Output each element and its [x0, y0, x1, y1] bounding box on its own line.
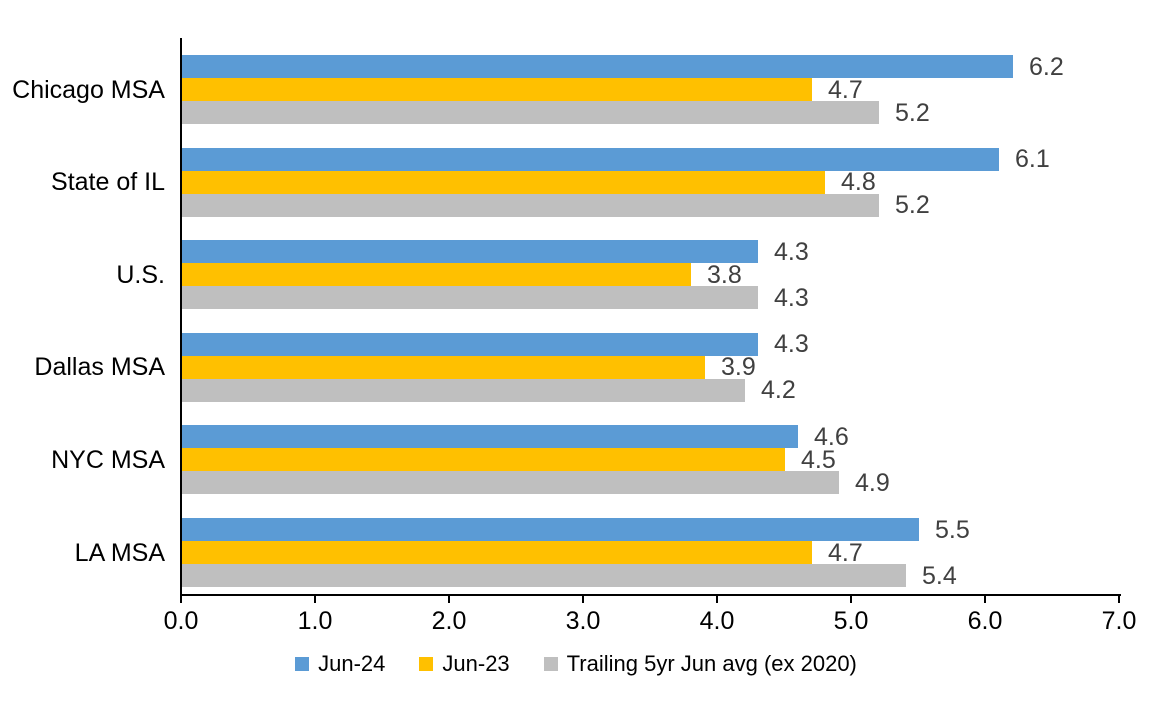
data-label: 5.5 [935, 516, 970, 544]
x-axis-tick [180, 596, 182, 603]
bar-jun-23 [182, 78, 812, 101]
legend-item: Trailing 5yr Jun avg (ex 2020) [543, 651, 857, 677]
x-axis-tick [582, 596, 584, 603]
bar-jun-23 [182, 356, 705, 379]
bar-jun-24 [182, 148, 999, 171]
category-label: NYC MSA [51, 446, 165, 474]
bar-trailing-5yr-jun-avg-ex-2020- [182, 286, 758, 309]
bar-jun-23 [182, 541, 812, 564]
data-label: 4.2 [761, 376, 796, 404]
category-label: U.S. [116, 261, 165, 289]
legend-label: Jun-24 [318, 651, 386, 676]
data-label: 4.7 [828, 76, 863, 104]
x-axis-tick [314, 596, 316, 603]
data-label: 4.6 [814, 423, 849, 451]
data-label: 4.5 [801, 446, 836, 474]
bar-jun-23 [182, 448, 785, 471]
category-label: State of IL [51, 168, 165, 196]
x-axis-tick [1118, 596, 1120, 603]
data-label: 4.8 [841, 168, 876, 196]
data-label: 4.3 [774, 330, 809, 358]
category-label: LA MSA [74, 539, 165, 567]
bar-jun-24 [182, 55, 1013, 78]
bar-trailing-5yr-jun-avg-ex-2020- [182, 564, 906, 587]
legend-swatch-jun-23 [419, 657, 434, 671]
data-label: 4.9 [855, 469, 890, 497]
bar-jun-23 [182, 263, 691, 286]
x-axis-tick [850, 596, 852, 603]
bar-jun-24 [182, 425, 798, 448]
data-label: 5.4 [922, 562, 957, 590]
legend-swatch-jun-24 [295, 657, 310, 671]
x-tick-label: 6.0 [967, 607, 1003, 635]
data-label: 6.1 [1015, 145, 1050, 173]
bar-jun-24 [182, 333, 758, 356]
data-label: 4.7 [828, 539, 863, 567]
data-label: 4.3 [774, 284, 809, 312]
x-tick-label: 3.0 [565, 607, 601, 635]
legend-label: Jun-23 [442, 651, 510, 676]
bar-trailing-5yr-jun-avg-ex-2020- [182, 379, 745, 402]
bar-jun-24 [182, 518, 919, 541]
data-label: 6.2 [1029, 53, 1064, 81]
x-tick-label: 5.0 [833, 607, 869, 635]
legend-item: Jun-23 [419, 651, 510, 677]
y-axis-line [180, 38, 182, 603]
bar-jun-23 [182, 171, 825, 194]
data-label: 5.2 [895, 99, 930, 127]
data-label: 5.2 [895, 191, 930, 219]
bar-trailing-5yr-jun-avg-ex-2020- [182, 471, 839, 494]
x-axis-tick [984, 596, 986, 603]
data-label: 4.3 [774, 238, 809, 266]
x-axis-tick [448, 596, 450, 603]
data-label: 3.8 [707, 261, 742, 289]
data-label: 3.9 [721, 353, 756, 381]
bar-jun-24 [182, 240, 758, 263]
x-tick-label: 2.0 [431, 607, 467, 635]
category-label: Chicago MSA [12, 76, 165, 104]
legend-item: Jun-24 [295, 651, 385, 677]
x-tick-label: 7.0 [1101, 607, 1137, 635]
x-axis-line [180, 594, 1121, 596]
x-tick-label: 4.0 [699, 607, 735, 635]
chart-legend: Jun-24 Jun-23 Trailing 5yr Jun avg (ex 202… [0, 648, 1152, 680]
x-tick-label: 0.0 [163, 607, 199, 635]
x-axis-tick [716, 596, 718, 603]
category-label: Dallas MSA [34, 353, 165, 381]
bar-trailing-5yr-jun-avg-ex-2020- [182, 101, 879, 124]
legend-swatch-trailing-5yr-jun-avg-ex-2020- [543, 657, 558, 671]
legend-label: Trailing 5yr Jun avg (ex 2020) [566, 651, 857, 676]
bar-trailing-5yr-jun-avg-ex-2020- [182, 194, 879, 217]
x-tick-label: 1.0 [297, 607, 333, 635]
